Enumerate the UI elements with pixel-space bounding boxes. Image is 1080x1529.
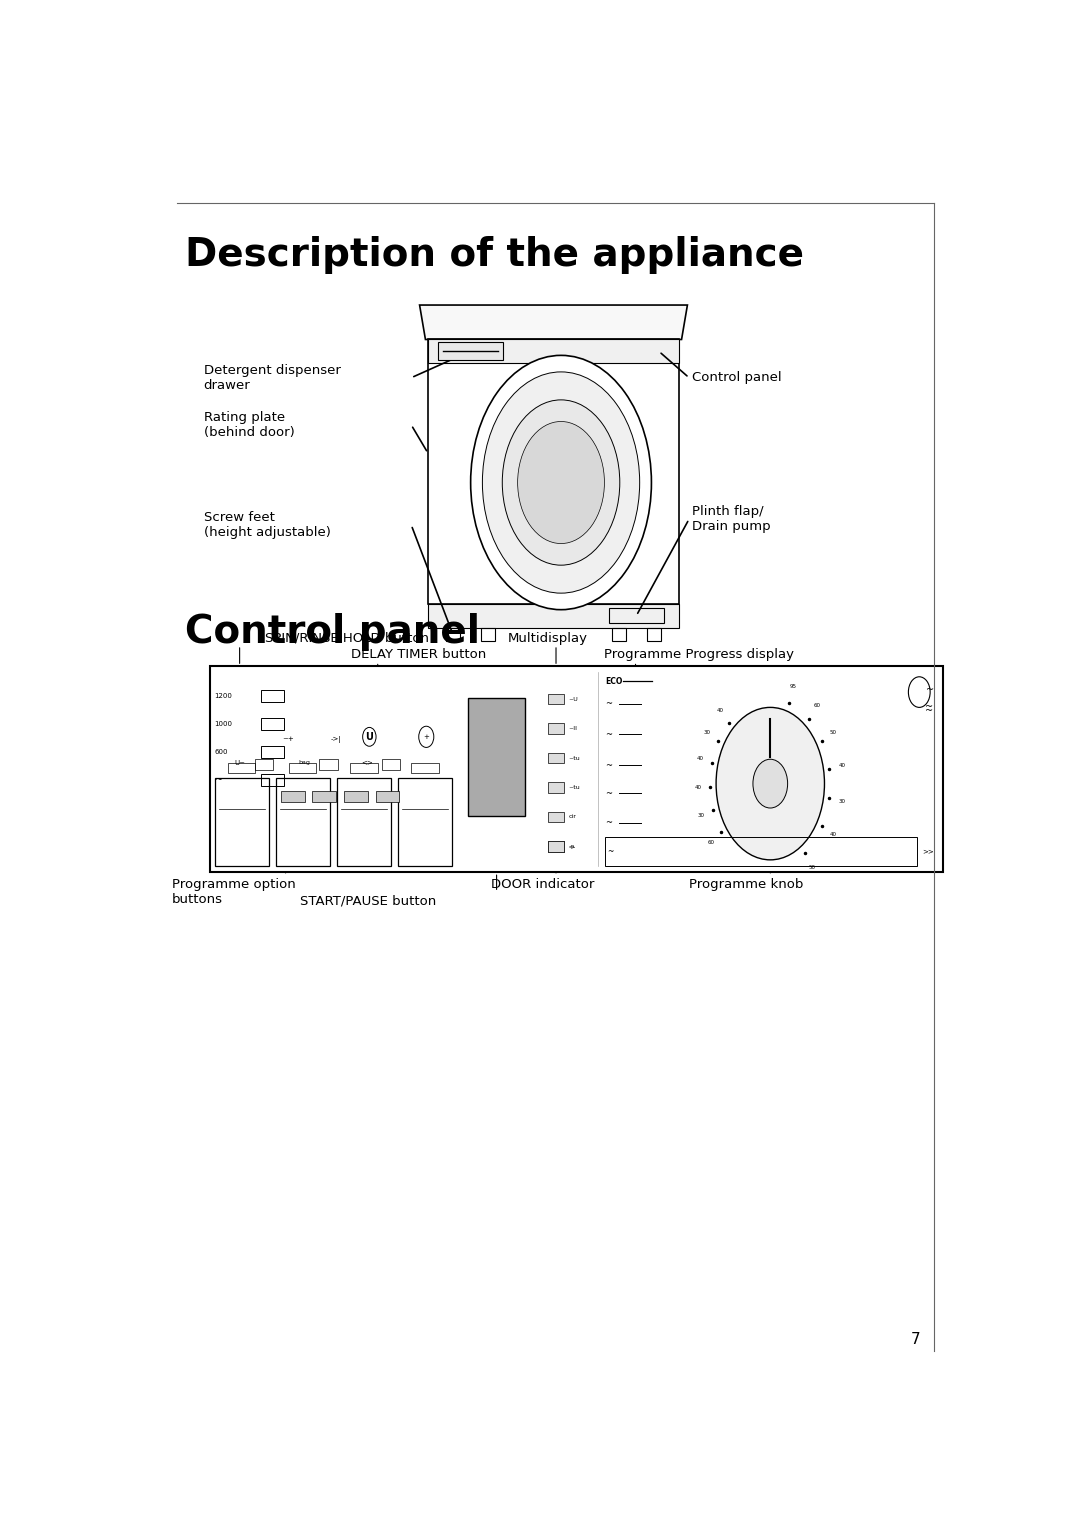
Text: U: U xyxy=(365,732,374,742)
Bar xyxy=(548,841,565,852)
Text: <>: <> xyxy=(361,760,373,766)
Bar xyxy=(312,790,336,801)
Bar xyxy=(376,790,400,801)
Text: ~: ~ xyxy=(606,729,612,739)
Circle shape xyxy=(517,422,605,543)
Bar xyxy=(260,719,284,729)
Bar xyxy=(215,778,269,867)
Text: bag: bag xyxy=(298,760,310,764)
Polygon shape xyxy=(428,339,679,604)
Bar xyxy=(260,690,284,702)
Text: ->|: ->| xyxy=(330,735,341,743)
Text: Description of the appliance: Description of the appliance xyxy=(186,237,805,275)
Bar xyxy=(382,760,401,769)
Bar xyxy=(548,694,565,705)
Bar xyxy=(275,778,330,867)
Text: >>: >> xyxy=(922,849,934,855)
Bar xyxy=(345,790,367,801)
Text: ~II: ~II xyxy=(568,726,578,731)
Text: Control panel: Control panel xyxy=(186,613,481,651)
Text: ~: ~ xyxy=(606,760,612,769)
Text: ~tu: ~tu xyxy=(568,784,580,790)
Bar xyxy=(260,775,284,786)
Text: ~: ~ xyxy=(606,789,612,798)
Bar xyxy=(411,763,438,774)
Text: ~: ~ xyxy=(606,699,612,708)
Text: ~tu: ~tu xyxy=(568,755,580,760)
Text: U~: U~ xyxy=(234,760,245,766)
Text: 600: 600 xyxy=(215,749,228,755)
Text: +: + xyxy=(423,734,429,740)
Text: Multidisplay: Multidisplay xyxy=(508,631,588,645)
Bar xyxy=(228,763,255,774)
Circle shape xyxy=(502,401,620,566)
Text: Programme option
buttons: Programme option buttons xyxy=(172,878,296,907)
Text: ECO: ECO xyxy=(606,677,623,687)
Text: Programme knob: Programme knob xyxy=(689,878,804,891)
Bar xyxy=(350,763,378,774)
Text: Detergent dispenser
drawer: Detergent dispenser drawer xyxy=(204,364,340,391)
Text: ~+: ~+ xyxy=(282,735,294,742)
Text: ~: ~ xyxy=(924,702,933,713)
Text: 40: 40 xyxy=(716,708,724,713)
Text: 1000: 1000 xyxy=(215,720,232,726)
Bar xyxy=(548,783,565,792)
Text: 1200: 1200 xyxy=(215,693,232,699)
Bar xyxy=(548,812,565,823)
Text: Screw feet
(height adjustable): Screw feet (height adjustable) xyxy=(204,511,330,538)
Bar xyxy=(289,763,316,774)
Bar xyxy=(260,746,284,758)
Text: ~: ~ xyxy=(924,706,933,716)
Text: Rating plate
(behind door): Rating plate (behind door) xyxy=(204,411,295,439)
Polygon shape xyxy=(211,667,943,872)
Bar xyxy=(548,841,565,852)
Bar xyxy=(397,778,453,867)
Polygon shape xyxy=(428,339,679,364)
Polygon shape xyxy=(419,306,688,339)
Bar xyxy=(255,760,273,769)
Text: ->: -> xyxy=(568,844,576,849)
Text: cir: cir xyxy=(568,815,577,820)
Circle shape xyxy=(716,708,824,859)
Bar xyxy=(468,697,525,815)
Text: 40: 40 xyxy=(838,763,846,769)
Text: Plinth flap/
Drain pump: Plinth flap/ Drain pump xyxy=(691,505,770,534)
Text: 7: 7 xyxy=(912,1332,921,1347)
Text: Control panel: Control panel xyxy=(691,372,781,384)
Circle shape xyxy=(471,355,651,610)
Text: ~U: ~U xyxy=(568,697,578,702)
Text: 40: 40 xyxy=(694,784,701,789)
Circle shape xyxy=(753,760,787,807)
Text: START/PAUSE button: START/PAUSE button xyxy=(299,894,436,908)
Text: 40: 40 xyxy=(697,757,703,761)
Text: 30: 30 xyxy=(838,798,846,804)
Text: ~: ~ xyxy=(607,847,613,856)
Bar xyxy=(320,760,338,769)
Bar xyxy=(606,836,917,867)
Bar xyxy=(282,790,305,801)
Text: 60: 60 xyxy=(813,703,821,708)
Text: DOOR indicator: DOOR indicator xyxy=(491,878,594,891)
Polygon shape xyxy=(428,604,679,628)
Text: 40: 40 xyxy=(829,832,837,838)
Circle shape xyxy=(483,372,639,593)
Text: DELAY TIMER button: DELAY TIMER button xyxy=(351,648,486,662)
Polygon shape xyxy=(438,342,503,361)
Text: ~: ~ xyxy=(606,818,612,827)
Bar xyxy=(548,752,565,763)
Text: 60: 60 xyxy=(707,839,714,844)
Bar xyxy=(337,778,391,867)
Text: 30: 30 xyxy=(698,813,705,818)
Text: Programme Progress display: Programme Progress display xyxy=(604,648,794,662)
Text: 95: 95 xyxy=(789,683,796,690)
Text: ~: ~ xyxy=(215,775,222,786)
Text: 50: 50 xyxy=(829,729,837,735)
Text: SPIN/RINSE HOLD button: SPIN/RINSE HOLD button xyxy=(265,631,429,645)
Bar xyxy=(548,723,565,734)
Text: 50: 50 xyxy=(809,865,815,870)
Text: -o: -o xyxy=(568,844,575,849)
Text: ~: ~ xyxy=(927,685,934,694)
Text: 30: 30 xyxy=(704,729,711,735)
